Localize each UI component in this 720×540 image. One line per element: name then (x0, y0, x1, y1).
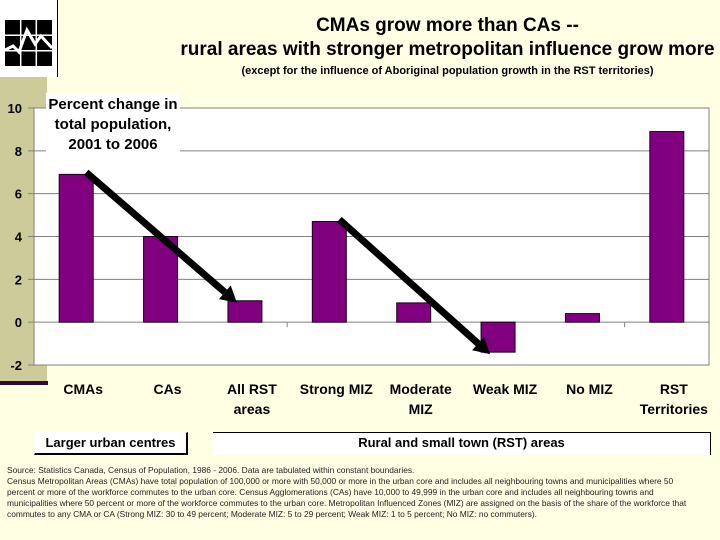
source-note: Source: Statistics Canada, Census of Pop… (7, 465, 712, 520)
x-tick-label: Moderate MIZ (379, 379, 463, 419)
y-tick-label: 8 (15, 144, 22, 159)
x-tick-label-line: Weak MIZ (472, 381, 538, 397)
group-label-urban: Larger urban centres (34, 432, 188, 455)
x-tick-label-line: areas (233, 401, 271, 417)
y-tick-label: 10 (8, 101, 22, 116)
chart-subtitle: (except for the influence of Aboriginal … (241, 65, 654, 77)
arrow-shaft (336, 216, 481, 347)
bar-rst-territories (649, 131, 685, 323)
x-tick-label-line: No MIZ (566, 381, 613, 397)
bar-cmas (58, 173, 94, 323)
x-tick-label: No MIZ (547, 379, 631, 399)
group-label-rst: Rural and small town (RST) areas (213, 432, 711, 455)
arrow-head (472, 336, 491, 355)
trend-arrow (336, 216, 491, 355)
x-tick-label-line: CMAs (63, 381, 104, 397)
logo-panel (0, 0, 58, 77)
y-tick-label: 6 (15, 187, 22, 202)
y-tick-label: 2 (15, 272, 22, 287)
x-tick-label: RST Territories (632, 379, 716, 419)
x-tick-label-line: Moderate (389, 381, 452, 397)
y-axis-label-line: Percent change in (48, 96, 178, 113)
bar-strong-miz (311, 221, 347, 323)
statistics-canada-logo-icon (5, 20, 52, 66)
title-block: CMAs grow more than CAs -- rural areas w… (170, 14, 720, 78)
bar-all-rst-areas (227, 300, 263, 323)
source-line: commutes to any CMA or CA (Strong MIZ: 3… (7, 509, 538, 519)
x-tick-label: All RST areas (210, 379, 294, 419)
source-line: Source: Statistics Canada, Census of Pop… (7, 465, 415, 475)
source-line: Census Metropolitan Areas (CMAs) have to… (7, 476, 674, 486)
x-tick-label: CAs (126, 379, 210, 399)
bar-moderate-miz (396, 302, 432, 323)
y-axis-label-line: total population, (54, 116, 172, 133)
chart-title-line1: CMAs grow more than CAs -- (316, 15, 579, 36)
x-tick-label: Strong MIZ (294, 379, 378, 399)
arrow-shaft (83, 169, 228, 295)
trend-arrow (83, 169, 237, 303)
x-tick-label-line: RST (659, 381, 688, 397)
x-tick-label-line: All RST (227, 381, 277, 397)
y-tick-label: -2 (10, 358, 22, 373)
x-tick-label-line: MIZ (408, 401, 433, 417)
y-tick-label: 4 (15, 230, 23, 245)
y-axis-label: Percent change in total population, 2001… (46, 93, 180, 157)
x-tick-label: CMAs (41, 379, 125, 399)
x-tick-label-line: CAs (153, 381, 182, 397)
x-tick-label-line: Territories (639, 401, 708, 417)
source-line: percent or more of the workforce commute… (7, 487, 654, 497)
y-tick-label: 0 (15, 315, 22, 330)
source-line: municipalities where 50 percent or more … (7, 498, 687, 508)
bar-no-miz (564, 313, 600, 323)
left-accent-line (0, 381, 48, 385)
x-tick-label-line: Strong MIZ (299, 381, 373, 397)
arrow-head (218, 285, 237, 303)
y-axis-label-line: 2001 to 2006 (68, 136, 158, 153)
x-tick-label: Weak MIZ (463, 379, 547, 399)
chart-title-line2: rural areas with stronger metropolitan i… (180, 39, 715, 60)
